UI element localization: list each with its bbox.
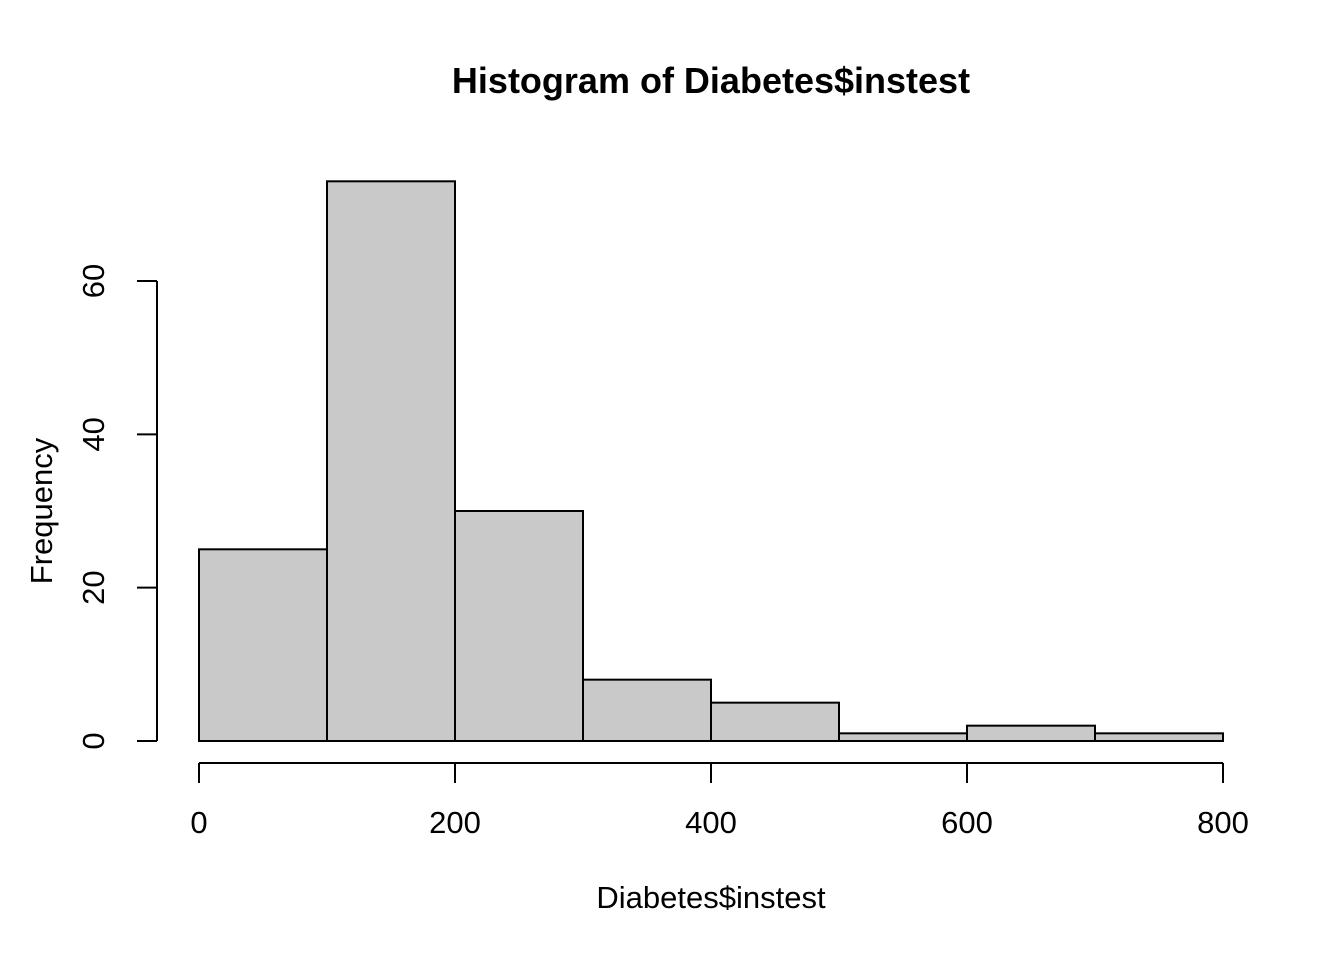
histogram-bar bbox=[710, 701, 840, 742]
histogram-bar bbox=[454, 509, 584, 742]
x-tick-label: 400 bbox=[685, 805, 737, 840]
histogram-bar bbox=[1094, 732, 1224, 743]
x-tick-label: 600 bbox=[941, 805, 993, 840]
bars-layer bbox=[198, 180, 1224, 743]
chart-title: Histogram of Diabetes$instest bbox=[452, 60, 970, 101]
y-tick-label: 0 bbox=[76, 732, 111, 749]
histogram-bar bbox=[582, 678, 712, 742]
x-tick-label: 800 bbox=[1197, 805, 1249, 840]
x-tick-label: 0 bbox=[190, 805, 207, 840]
histogram-bar bbox=[198, 548, 328, 743]
histogram-bar bbox=[838, 732, 968, 743]
y-tick-label: 60 bbox=[76, 264, 111, 298]
x-tick-label: 200 bbox=[429, 805, 481, 840]
y-axis-title: Frequency bbox=[24, 437, 59, 584]
histogram-bar bbox=[326, 180, 456, 742]
y-tick-label: 40 bbox=[76, 417, 111, 451]
histogram-bar bbox=[966, 724, 1096, 743]
y-tick-label: 20 bbox=[76, 570, 111, 604]
x-axis-title: Diabetes$instest bbox=[596, 880, 826, 915]
